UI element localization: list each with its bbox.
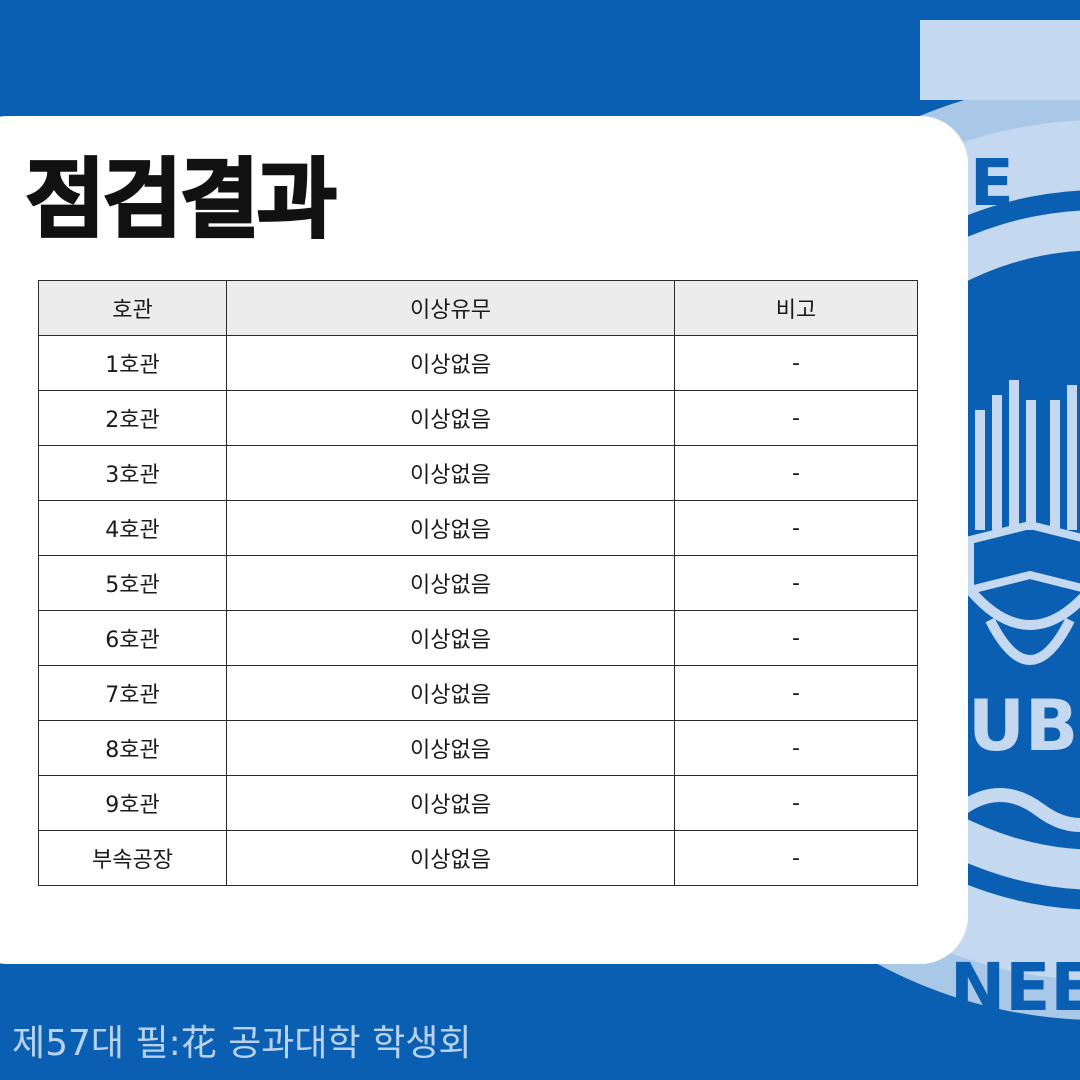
cell-note: - (674, 335, 918, 391)
table-header-row: 호관 이상유무 비고 (38, 280, 918, 336)
table-row: 부속공장 이상없음 - (38, 830, 918, 886)
cell-building: 5호관 (38, 555, 227, 611)
header-note: 비고 (674, 280, 918, 336)
table-row: 1호관 이상없음 - (38, 335, 918, 391)
page-title: 점검결과 (24, 149, 337, 252)
cell-building: 9호관 (38, 775, 227, 831)
cell-building: 8호관 (38, 720, 227, 776)
header-status: 이상유무 (226, 280, 675, 336)
emblem-text-middle: UBNU (968, 685, 1080, 767)
cell-status: 이상없음 (226, 445, 675, 501)
cell-note: - (674, 610, 918, 666)
cell-status: 이상없음 (226, 390, 675, 446)
cell-note: - (674, 390, 918, 446)
emblem-text-top: E (970, 147, 1014, 221)
cell-status: 이상없음 (226, 500, 675, 556)
emblem-text-bottom: NEE (950, 949, 1080, 1026)
cell-status: 이상없음 (226, 720, 675, 776)
table-row: 2호관 이상없음 - (38, 390, 918, 446)
cell-building: 2호관 (38, 390, 227, 446)
cell-status: 이상없음 (226, 775, 675, 831)
header-building: 호관 (38, 280, 227, 336)
cell-building: 7호관 (38, 665, 227, 721)
cell-building: 부속공장 (38, 830, 227, 886)
cell-status: 이상없음 (226, 335, 675, 391)
cell-note: - (674, 720, 918, 776)
table-row: 7호관 이상없음 - (38, 665, 918, 721)
cell-note: - (674, 830, 918, 886)
cell-note: - (674, 775, 918, 831)
table-row: 3호관 이상없음 - (38, 445, 918, 501)
cell-note: - (674, 500, 918, 556)
table-row: 6호관 이상없음 - (38, 610, 918, 666)
cell-building: 1호관 (38, 335, 227, 391)
cell-note: - (674, 445, 918, 501)
cell-status: 이상없음 (226, 555, 675, 611)
table-row: 8호관 이상없음 - (38, 720, 918, 776)
cell-building: 3호관 (38, 445, 227, 501)
cell-note: - (674, 665, 918, 721)
student-council-footer: 제57대 필:花 공과대학 학생회 (12, 1023, 472, 1064)
inspection-result-table: 호관 이상유무 비고 1호관 이상없음 - 2호관 이상없음 - 3호관 이상없… (38, 280, 918, 886)
cell-note: - (674, 555, 918, 611)
cell-status: 이상없음 (226, 830, 675, 886)
table-row: 9호관 이상없음 - (38, 775, 918, 831)
cell-status: 이상없음 (226, 610, 675, 666)
cell-status: 이상없음 (226, 665, 675, 721)
cell-building: 4호관 (38, 500, 227, 556)
table-row: 4호관 이상없음 - (38, 500, 918, 556)
cell-building: 6호관 (38, 610, 227, 666)
table-row: 5호관 이상없음 - (38, 555, 918, 611)
